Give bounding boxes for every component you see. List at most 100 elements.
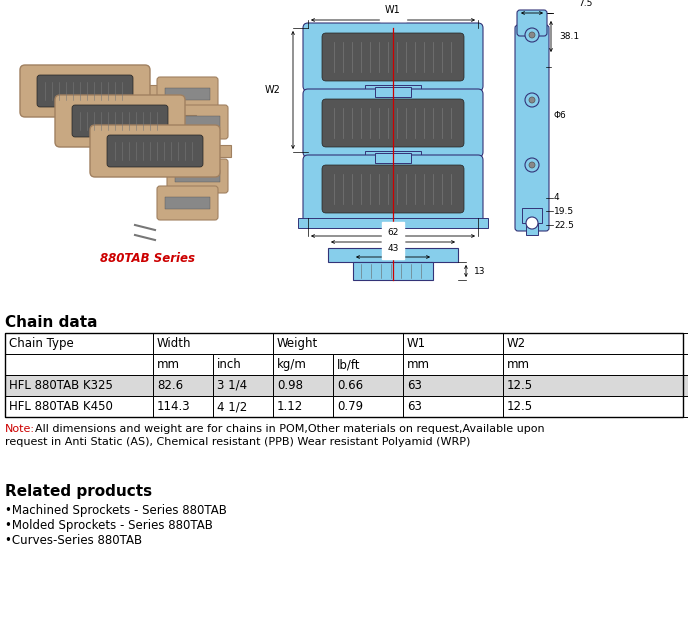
FancyBboxPatch shape xyxy=(37,75,133,107)
Text: 38.1: 38.1 xyxy=(559,32,579,41)
Bar xyxy=(112,132,128,140)
Text: 63: 63 xyxy=(407,379,422,392)
Text: 0.66: 0.66 xyxy=(337,379,363,392)
Text: 82.6: 82.6 xyxy=(157,379,183,392)
Text: W2: W2 xyxy=(507,337,526,350)
Text: mm: mm xyxy=(507,358,530,371)
Text: inch: inch xyxy=(217,358,241,371)
FancyBboxPatch shape xyxy=(303,89,483,157)
Bar xyxy=(213,396,273,417)
Text: 114.3: 114.3 xyxy=(157,400,191,413)
Bar xyxy=(403,396,503,417)
Circle shape xyxy=(529,162,535,168)
Text: W1: W1 xyxy=(407,337,426,350)
Text: Chain data: Chain data xyxy=(5,315,98,330)
Circle shape xyxy=(525,28,539,42)
Bar xyxy=(273,375,333,396)
Bar xyxy=(153,333,273,354)
FancyBboxPatch shape xyxy=(167,159,228,193)
Text: 12.5: 12.5 xyxy=(507,400,533,413)
Text: •Machined Sprockets - Series 880TAB: •Machined Sprockets - Series 880TAB xyxy=(5,504,227,517)
Bar xyxy=(333,375,403,396)
Bar xyxy=(273,396,333,417)
Bar xyxy=(153,375,213,396)
Text: Width: Width xyxy=(157,337,191,350)
Bar xyxy=(143,85,161,97)
Bar xyxy=(333,396,403,417)
Text: request in Anti Static (AS), Chemical resistant (PPB) Wear resistant Polyamid (W: request in Anti Static (AS), Chemical re… xyxy=(5,437,471,447)
Bar xyxy=(403,375,503,396)
Text: 43: 43 xyxy=(387,244,398,253)
Text: W1: W1 xyxy=(385,5,401,15)
Text: 1.12: 1.12 xyxy=(277,400,303,413)
Circle shape xyxy=(525,93,539,107)
Circle shape xyxy=(526,217,538,229)
Bar xyxy=(5,354,153,375)
Bar xyxy=(353,262,433,280)
Bar xyxy=(365,151,421,161)
Bar xyxy=(273,354,333,375)
FancyBboxPatch shape xyxy=(322,33,464,81)
Text: Weight: Weight xyxy=(277,337,319,350)
Bar xyxy=(5,375,153,396)
Text: mm: mm xyxy=(407,358,430,371)
Bar xyxy=(165,88,210,100)
Text: 880TAB Series: 880TAB Series xyxy=(100,252,195,265)
FancyBboxPatch shape xyxy=(72,105,168,137)
Bar xyxy=(522,208,542,223)
Bar xyxy=(503,333,688,354)
Bar xyxy=(5,333,683,417)
Bar xyxy=(333,354,403,375)
Text: 12.5: 12.5 xyxy=(507,379,533,392)
FancyBboxPatch shape xyxy=(515,25,549,231)
Text: lb/ft: lb/ft xyxy=(337,358,361,371)
Text: 0.98: 0.98 xyxy=(277,379,303,392)
Bar xyxy=(403,333,503,354)
Bar xyxy=(77,102,93,110)
Bar xyxy=(213,145,231,157)
Text: 7.5: 7.5 xyxy=(578,0,592,8)
Bar xyxy=(5,396,153,417)
Text: Related products: Related products xyxy=(5,484,152,499)
Text: HFL 880TAB K325: HFL 880TAB K325 xyxy=(9,379,113,392)
FancyBboxPatch shape xyxy=(517,10,547,36)
Circle shape xyxy=(529,97,535,103)
Bar xyxy=(165,197,210,209)
FancyBboxPatch shape xyxy=(157,77,218,111)
FancyBboxPatch shape xyxy=(322,165,464,213)
Bar xyxy=(165,143,210,155)
Bar xyxy=(503,396,688,417)
Text: 4: 4 xyxy=(554,193,559,202)
Bar xyxy=(213,354,273,375)
Bar xyxy=(175,170,220,182)
Bar xyxy=(403,354,503,375)
Bar xyxy=(153,354,213,375)
Bar xyxy=(5,333,153,354)
Text: Note:: Note: xyxy=(5,424,35,434)
Bar xyxy=(365,85,421,95)
Bar xyxy=(375,153,411,163)
Text: 13: 13 xyxy=(474,267,486,276)
Text: Φ6: Φ6 xyxy=(554,111,567,119)
Bar xyxy=(153,396,213,417)
Text: kg/m: kg/m xyxy=(277,358,307,371)
FancyBboxPatch shape xyxy=(157,186,218,220)
Text: 19.5: 19.5 xyxy=(554,207,574,216)
Text: HFL 880TAB K450: HFL 880TAB K450 xyxy=(9,400,113,413)
Text: All dimensions and weight are for chains in POM,Other materials on request,Avail: All dimensions and weight are for chains… xyxy=(35,424,545,434)
FancyBboxPatch shape xyxy=(322,99,464,147)
Bar xyxy=(375,87,411,97)
Bar xyxy=(328,248,458,262)
FancyBboxPatch shape xyxy=(167,105,228,139)
FancyBboxPatch shape xyxy=(107,135,203,167)
Circle shape xyxy=(529,32,535,38)
Bar xyxy=(503,375,688,396)
Bar xyxy=(298,218,488,228)
Text: 63: 63 xyxy=(407,400,422,413)
Bar xyxy=(503,354,688,375)
Text: •Molded Sprockets - Series 880TAB: •Molded Sprockets - Series 880TAB xyxy=(5,519,213,532)
FancyBboxPatch shape xyxy=(157,132,218,166)
FancyBboxPatch shape xyxy=(20,65,150,117)
Text: 0.79: 0.79 xyxy=(337,400,363,413)
Bar xyxy=(273,333,403,354)
